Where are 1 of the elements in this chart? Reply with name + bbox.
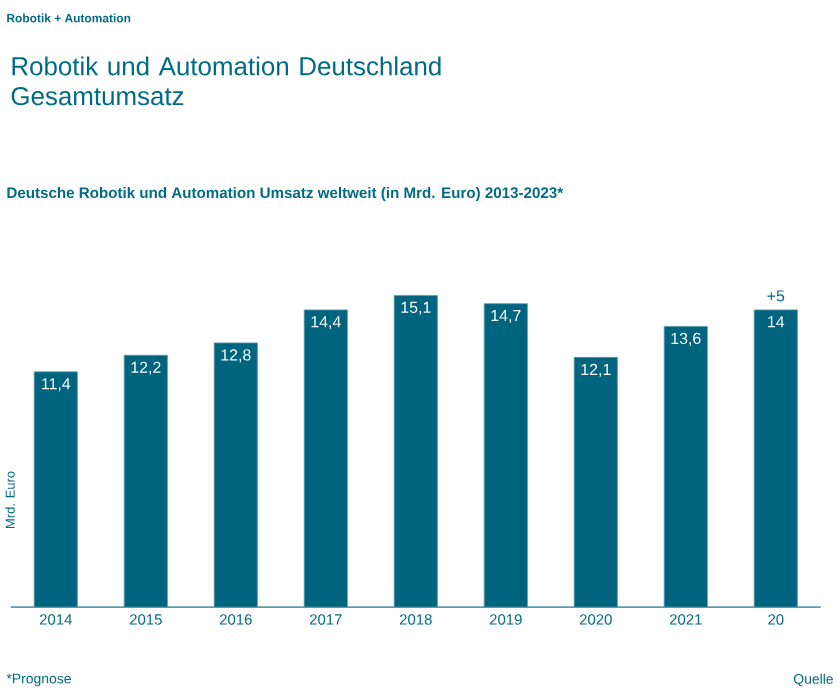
chart-title: Robotik und Automation Deutschland Gesamtumsatz	[11, 56, 441, 106]
